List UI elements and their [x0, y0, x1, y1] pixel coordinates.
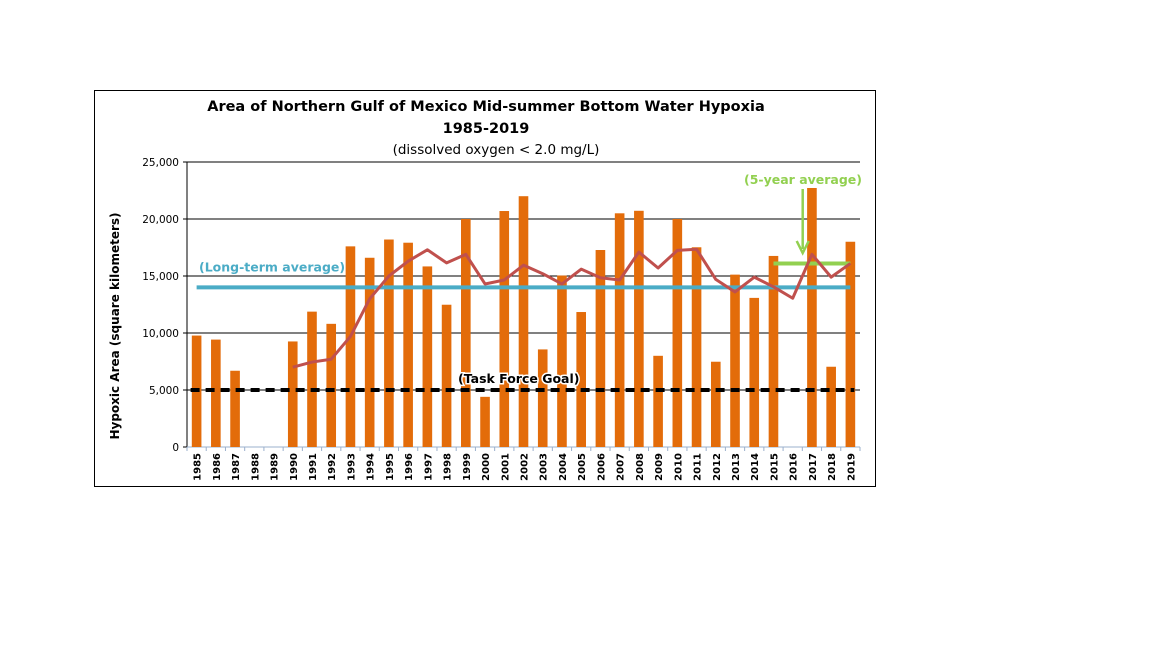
bar — [441, 304, 452, 447]
five-year-average-arrow-head — [795, 240, 810, 256]
y-tick-label: 10,000 — [142, 328, 179, 340]
y-tick-label: 25,000 — [142, 157, 179, 169]
y-axis-ticks: 0 5,000 10,000 15,000 20,000 25,000 — [142, 157, 187, 454]
x-tick-label: 1998 — [443, 453, 454, 481]
x-tick-label: 2017 — [808, 453, 819, 481]
annotations: (Long-term average) (Task Force Goal) (5-y… — [199, 172, 862, 388]
x-tick-label: 2004 — [558, 453, 569, 481]
y-tick-label: 0 — [172, 442, 179, 454]
x-tick-label: 2012 — [712, 453, 723, 481]
x-tick-label: 2008 — [635, 453, 646, 481]
x-tick-label: 1989 — [270, 453, 281, 481]
x-tick-label: 2001 — [500, 453, 511, 481]
x-tick-label: 1994 — [366, 453, 377, 481]
five-year-average-label: (5-year average) — [744, 172, 862, 187]
bar — [634, 210, 644, 447]
bar — [345, 246, 356, 447]
x-tick-label: 1985 — [193, 453, 204, 481]
bar — [557, 275, 567, 447]
x-tick-label: 2013 — [731, 453, 742, 481]
running-average-line — [292, 247, 852, 369]
bar — [230, 370, 240, 447]
bar — [307, 311, 317, 447]
bar — [768, 255, 779, 447]
bar — [807, 187, 817, 447]
bar — [461, 219, 471, 447]
bar — [422, 266, 433, 447]
y-tick-label: 15,000 — [142, 271, 179, 283]
x-tick-label: 1992 — [327, 453, 338, 481]
x-tick-label: 1996 — [404, 453, 415, 481]
task-force-goal-label: (Task Force Goal) — [458, 371, 579, 386]
x-tick-label: 1991 — [308, 453, 319, 481]
chart-title: Area of Northern Gulf of Mexico Mid-summ… — [207, 99, 765, 115]
x-tick-label: 2014 — [750, 453, 761, 481]
bar — [845, 241, 856, 447]
chart-frame: Area of Northern Gulf of Mexico Mid-summ… — [94, 90, 876, 487]
bar — [576, 312, 586, 447]
bar — [537, 349, 548, 447]
x-tick-label: 2019 — [846, 453, 857, 481]
bar — [595, 250, 606, 447]
running-average-polyline — [292, 247, 852, 369]
chart-title-years: 1985-2019 — [443, 121, 530, 137]
y-tick-label: 5,000 — [149, 385, 179, 397]
long-term-average-label: (Long-term average) — [199, 259, 345, 274]
bar — [730, 274, 740, 447]
x-tick-label: 1997 — [423, 453, 434, 481]
bar — [326, 323, 337, 447]
bar — [710, 361, 721, 447]
y-tick-label: 20,000 — [142, 214, 179, 226]
chart-subtitle: (dissolved oxygen < 2.0 mg/L) — [393, 142, 600, 158]
x-tick-label: 2000 — [481, 453, 492, 481]
x-tick-label: 2006 — [596, 453, 607, 481]
bar — [211, 339, 221, 447]
x-tick-label: 2010 — [673, 453, 684, 481]
x-tick-label: 1993 — [346, 453, 357, 481]
y-axis-label: Hypoxic Area (square kilometers) — [108, 212, 122, 439]
bar — [499, 211, 510, 447]
bar — [691, 247, 702, 447]
bar — [614, 213, 625, 447]
x-tick-label: 1990 — [289, 453, 300, 481]
x-tick-label: 1986 — [212, 453, 223, 481]
x-tick-label: 2002 — [520, 453, 531, 481]
x-axis-ticks: 1985 1986 1987 1988 1989 1990 1991 1992 1993 1994… — [186, 447, 861, 481]
x-tick-label: 2015 — [769, 453, 780, 481]
bar — [403, 242, 413, 447]
bar — [826, 366, 836, 447]
x-tick-label: 2009 — [654, 453, 665, 481]
x-tick-label: 2016 — [789, 453, 800, 481]
x-tick-label: 2005 — [577, 453, 588, 481]
x-tick-label: 1995 — [385, 453, 396, 481]
bar — [384, 239, 394, 447]
bar — [672, 219, 683, 447]
x-tick-label: 1999 — [462, 453, 473, 481]
x-tick-label: 1987 — [231, 453, 242, 481]
bar — [749, 297, 760, 447]
x-tick-label: 2003 — [539, 453, 550, 481]
bar — [518, 196, 529, 447]
hypoxia-chart: Area of Northern Gulf of Mexico Mid-summ… — [108, 99, 862, 481]
bars — [191, 187, 856, 447]
x-tick-label: 1988 — [250, 453, 261, 481]
x-tick-label: 2007 — [616, 453, 627, 481]
x-tick-label: 2011 — [693, 453, 704, 481]
bar — [364, 257, 375, 447]
bar — [287, 341, 298, 447]
bar — [480, 396, 490, 447]
x-tick-label: 2018 — [827, 453, 838, 481]
bar — [653, 355, 663, 447]
